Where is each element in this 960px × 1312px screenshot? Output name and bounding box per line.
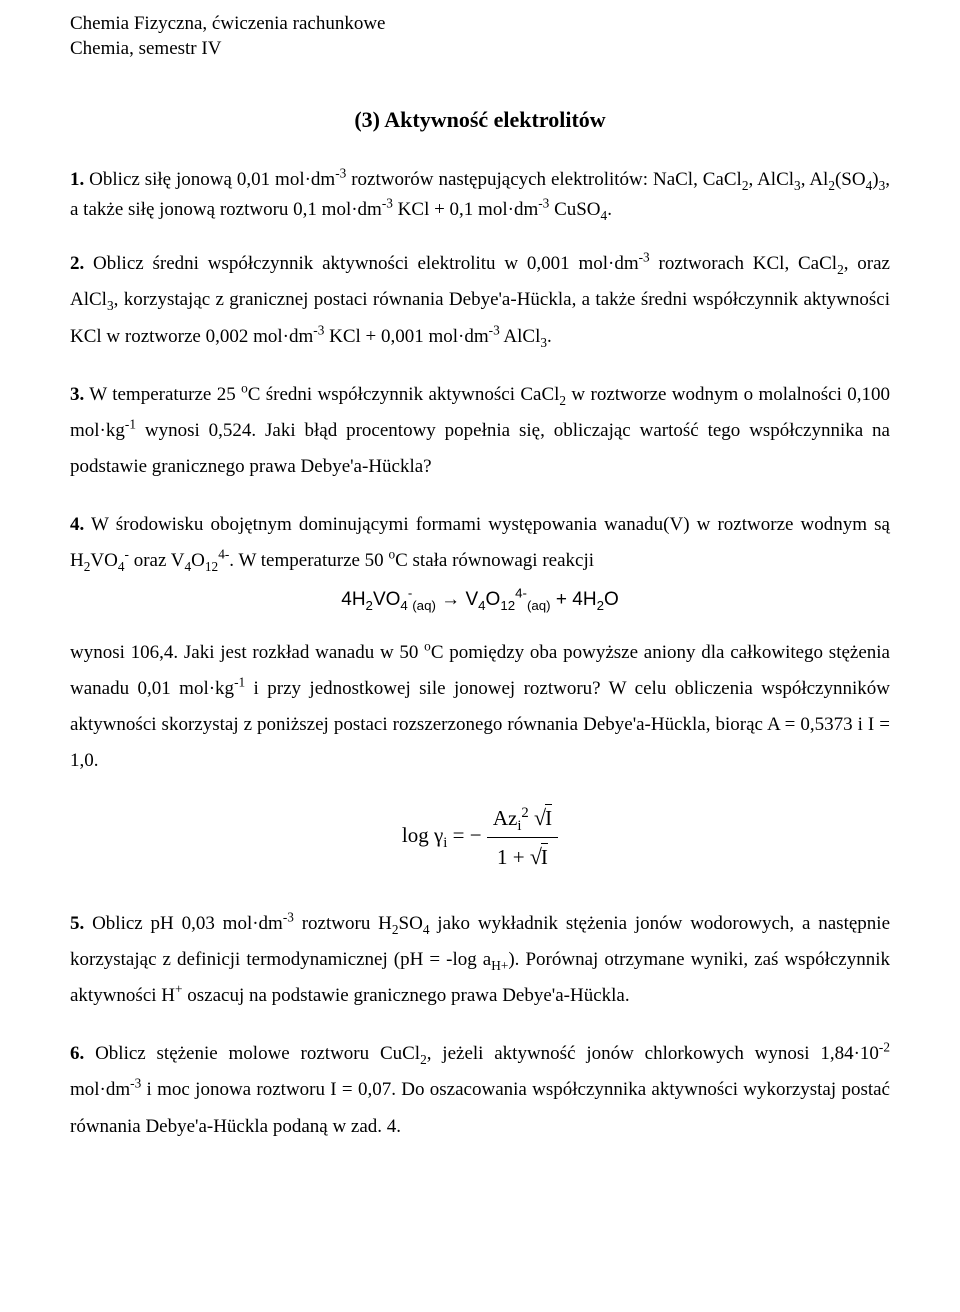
problem-6-number: 6.: [70, 1043, 84, 1064]
formula-sub-i: i: [443, 836, 447, 852]
problem-4-text-a: W środowisku obojętnym dominującymi form…: [70, 514, 890, 571]
formula-fraction: Azi2 √I 1 + √I: [487, 801, 558, 874]
problem-4-part-b: wynosi 106,4. Jaki jest rozkład wanadu w…: [70, 635, 890, 779]
problem-3-number: 3.: [70, 384, 84, 405]
formula-denominator: 1 + √I: [487, 838, 558, 874]
page: Chemia Fizyczna, ćwiczenia rachunkowe Ch…: [0, 0, 960, 1312]
problem-6-text: Oblicz stężenie molowe roztworu CuCl2, j…: [70, 1043, 890, 1136]
reaction-equation: 4H2VO4-(aq) → V4O124-(aq) + 4H2O: [70, 585, 890, 614]
problem-4-part-a: 4. W środowisku obojętnym dominującymi f…: [70, 507, 890, 579]
problem-2: 2. Oblicz średni współczynnik aktywności…: [70, 246, 890, 354]
problem-3-text: W temperaturze 25 oC średni współczynnik…: [70, 384, 890, 477]
course-header-1: Chemia Fizyczna, ćwiczenia rachunkowe: [70, 12, 890, 37]
problem-3: 3. W temperaturze 25 oC średni współczyn…: [70, 377, 890, 485]
problem-1-text: Oblicz siłę jonową 0,01 mol·dm-3 roztwor…: [70, 169, 890, 219]
formula-eq: = −: [453, 823, 487, 847]
course-header-2: Chemia, semestr IV: [70, 37, 890, 62]
problem-1-number: 1.: [70, 169, 84, 190]
problem-2-number: 2.: [70, 253, 84, 274]
problem-5-number: 5.: [70, 913, 84, 934]
problem-1: 1. Oblicz siłę jonową 0,01 mol·dm-3 rozt…: [70, 165, 890, 224]
problem-2-text: Oblicz średni współczynnik aktywności el…: [70, 253, 890, 346]
formula-lhs: log γ: [402, 823, 443, 847]
formula-numerator: Azi2 √I: [487, 801, 558, 838]
problem-4-text-b: wynosi 106,4. Jaki jest rozkład wanadu w…: [70, 642, 890, 771]
debye-huckel-formula: log γi = − Azi2 √I 1 + √I: [70, 801, 890, 874]
problem-6: 6. Oblicz stężenie molowe roztworu CuCl2…: [70, 1036, 890, 1144]
problem-5-text: Oblicz pH 0,03 mol·dm-3 roztworu H2SO4 j…: [70, 913, 890, 1006]
problem-4-number: 4.: [70, 514, 84, 535]
problem-5: 5. Oblicz pH 0,03 mol·dm-3 roztworu H2SO…: [70, 906, 890, 1014]
page-title: (3) Aktywność elektrolitów: [70, 103, 890, 137]
